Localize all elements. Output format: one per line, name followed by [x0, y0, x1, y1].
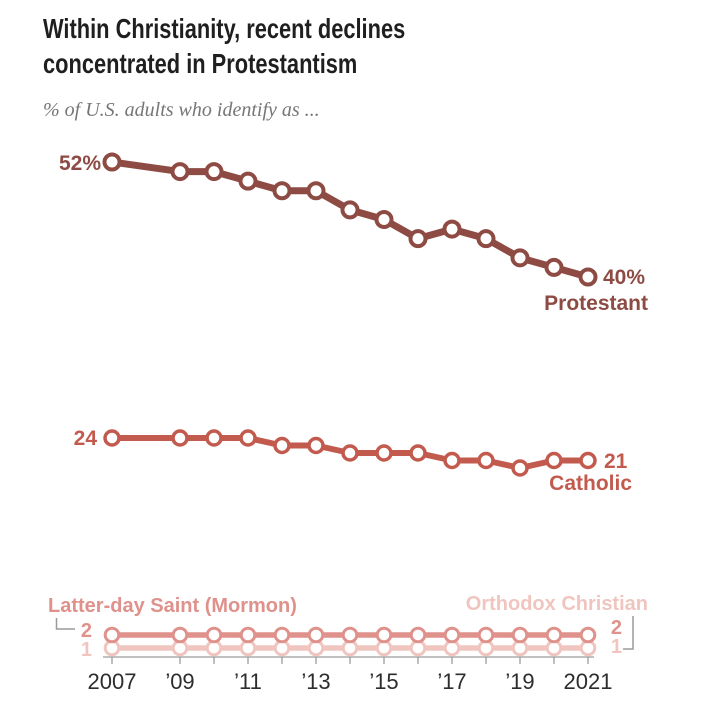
orthodox-christian-series-label: Orthodox Christian	[466, 593, 648, 615]
catholic-start-value-label: 24	[74, 427, 98, 450]
series-orthodox-christian	[103, 639, 597, 657]
data-point-marker	[239, 429, 257, 447]
orthodox-start-value-label: 1	[81, 639, 92, 661]
x-tick-label: ’09	[165, 669, 194, 694]
title-line-2: concentrated in Protestantism	[43, 48, 358, 79]
x-tick-label: ’19	[505, 669, 534, 694]
data-point-marker	[341, 444, 359, 462]
data-point-marker	[204, 162, 224, 182]
left-bracket-line	[55, 618, 75, 630]
lds-start-value-label: 2	[81, 620, 92, 642]
data-point-marker	[272, 181, 292, 201]
data-point-marker	[477, 626, 495, 644]
data-point-marker	[477, 451, 495, 470]
data-point-marker	[103, 429, 121, 447]
data-point-marker	[409, 444, 427, 462]
data-point-marker	[544, 257, 564, 277]
page-subtitle: % of U.S. adults who identify as ...	[43, 99, 320, 121]
right-bracket-line	[623, 616, 634, 650]
data-point-marker	[307, 436, 325, 455]
data-point-marker	[238, 171, 258, 191]
data-point-marker	[545, 451, 563, 470]
protestant-series-label: Protestant	[544, 292, 648, 315]
x-tick-label: 2021	[564, 669, 613, 694]
x-tick-label: ’15	[369, 669, 398, 694]
data-point-marker	[171, 626, 189, 644]
page-title: Within Christianity, recent declines con…	[43, 11, 405, 81]
data-point-marker	[409, 626, 427, 644]
data-point-marker	[340, 200, 360, 220]
data-point-marker	[443, 451, 461, 470]
x-tick-label: 2007	[88, 669, 137, 694]
data-point-marker	[442, 219, 462, 239]
data-point-marker	[239, 626, 257, 644]
data-point-marker	[579, 451, 597, 470]
data-point-marker	[408, 229, 428, 249]
catholic-series-label: Catholic	[549, 472, 632, 495]
title-line-1: Within Christianity, recent declines	[43, 13, 406, 44]
data-point-marker	[375, 626, 393, 644]
data-point-marker	[578, 267, 598, 287]
data-point-marker	[374, 209, 394, 229]
catholic-end-value-label: 21	[604, 450, 628, 473]
data-point-marker	[170, 162, 190, 182]
chart-header: Within Christianity, recent declines con…	[43, 11, 507, 81]
data-point-marker	[443, 626, 461, 644]
data-point-marker	[171, 429, 189, 447]
data-point-marker	[545, 626, 563, 644]
orthodox-end-value-label: 1	[611, 636, 622, 658]
protestant-start-value-label: 52%	[59, 152, 101, 175]
x-tick-label: ’11	[234, 669, 262, 694]
x-tick-label: ’17	[437, 669, 466, 694]
data-point-marker	[476, 229, 496, 249]
series-protestant	[102, 152, 598, 287]
series-latter-day-saint	[103, 626, 597, 644]
data-point-marker	[511, 626, 529, 644]
lds-end-value-label: 2	[611, 617, 622, 639]
data-point-marker	[341, 626, 359, 644]
data-point-marker	[511, 459, 529, 477]
data-point-marker	[510, 248, 530, 268]
data-point-marker	[205, 626, 223, 644]
latter-day-saint-series-label: Latter-day Saint (Mormon)	[48, 595, 297, 617]
data-point-marker	[375, 444, 393, 462]
data-point-marker	[273, 626, 291, 644]
data-point-marker	[205, 429, 223, 447]
x-tick-label: ’13	[301, 669, 330, 694]
data-point-marker	[103, 626, 121, 644]
data-point-marker	[307, 626, 325, 644]
x-axis: 2007 ’09 ’11 ’13 ’15 ’17 ’19 2021	[88, 656, 613, 694]
data-point-marker	[102, 152, 122, 172]
data-point-marker	[579, 626, 597, 644]
data-point-marker	[306, 181, 326, 201]
protestant-end-value-label: 40%	[603, 266, 645, 289]
data-point-marker	[273, 436, 291, 455]
series-catholic	[103, 429, 597, 477]
